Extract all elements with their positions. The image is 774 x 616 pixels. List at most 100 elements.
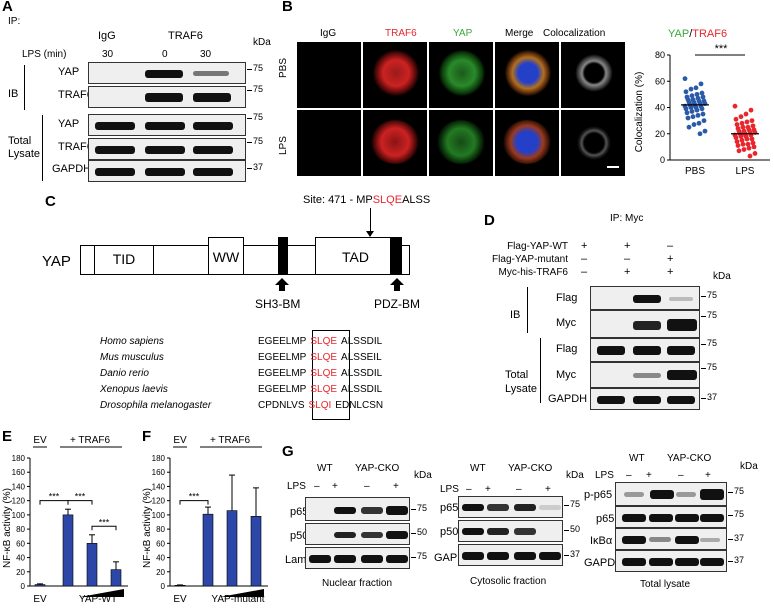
b-point <box>684 110 690 116</box>
panel-d-label: D <box>484 212 495 229</box>
g-tot-wt: WT <box>629 453 645 464</box>
g-nuc-blot-p50 <box>305 523 410 545</box>
g-nuc-mw-3: 75 <box>417 551 428 561</box>
b-point <box>689 109 695 114</box>
c-species-sequence: EGEELMP SLQE ALSSDIL <box>258 336 383 347</box>
b-img-lps-traf6 <box>363 110 427 176</box>
f-y-tick-label: 160 <box>152 468 166 477</box>
g-cyto-blot-p65 <box>458 496 563 518</box>
b-point <box>686 124 692 130</box>
b-point <box>741 147 747 152</box>
e-ylabel: NF-κB activity (%) <box>2 488 13 568</box>
g-cyto-lps: LPS <box>440 484 459 495</box>
e-xlabel: YAP-WT <box>79 594 117 605</box>
b-point <box>695 112 701 118</box>
a-time-2: 0 <box>162 49 168 60</box>
d-ip-label: IP: Myc <box>610 213 644 224</box>
c-protein-label: YAP <box>42 253 71 270</box>
b-scale-bar <box>607 166 619 168</box>
d-cond-sign: + <box>581 240 588 252</box>
f-sig-label: *** <box>189 492 200 502</box>
b-point <box>697 131 703 137</box>
b-point <box>733 116 739 122</box>
c-domain-tid: TID <box>94 245 154 275</box>
b-img-lps-coloc <box>561 110 625 176</box>
d-cond-sign: – <box>581 266 588 278</box>
g-cyto-sign-4: + <box>545 484 551 495</box>
f-bar-chart: NF-κB activity (%) 0 20 40 60 80 100 120 140 160… <box>142 435 268 605</box>
g-cyto-row-p50: p50 <box>440 526 459 538</box>
g-cyto-mw-2: 50 <box>570 524 581 534</box>
b-point <box>747 153 753 159</box>
a-blot-yap-total <box>88 114 246 136</box>
b-point <box>745 141 751 147</box>
e-sig-label: *** <box>75 492 86 502</box>
c-sh3-arrow-icon <box>275 278 289 292</box>
b-point <box>734 139 740 145</box>
b-y-tick-label: 60 <box>655 76 665 86</box>
g-tot-mw-1: 75 <box>734 486 745 496</box>
a-row-traf6-ib: TRAF6 <box>58 89 93 101</box>
b-img-lps-yap <box>429 110 493 176</box>
b-row-pbs: PBS <box>278 57 289 78</box>
e-y-tick-label: 40 <box>16 554 25 563</box>
b-row-lps: LPS <box>278 136 289 155</box>
g-tot-row-gapdh: GAPDH <box>584 557 624 569</box>
a-lps-label: LPS (min) <box>22 49 67 60</box>
d-cond-sign: + <box>667 266 674 278</box>
b-point <box>685 115 691 121</box>
a-mw-4: 75 <box>253 136 264 146</box>
b-img-pbs-coloc <box>561 42 625 108</box>
d-blot-myc-total <box>590 362 700 388</box>
panel-b-label: B <box>282 0 293 15</box>
a-kda: kDa <box>253 37 271 48</box>
g-tot-lps: LPS <box>595 470 614 481</box>
e-sig-label: *** <box>99 517 110 527</box>
b-point <box>682 76 688 82</box>
d-mw-5: 37 <box>707 392 718 402</box>
b-col-coloc: Colocalization <box>543 28 606 39</box>
b-point <box>744 119 750 125</box>
d-blot-flag-ib <box>590 286 700 310</box>
c-pdz-arrow-icon <box>390 278 404 292</box>
d-lysate-label: Lysate <box>505 383 538 395</box>
g-cyto-blot-gapdh <box>458 544 563 566</box>
a-mw-5: 37 <box>253 162 264 172</box>
f-sig-bracket <box>179 500 209 505</box>
d-cond-sign: – <box>624 253 631 265</box>
g-cyto-blot-p50 <box>458 520 563 542</box>
a-blot-yap-ib <box>88 62 246 84</box>
d-kda: kDa <box>713 271 731 282</box>
d-cond-sign: + <box>624 240 631 252</box>
g-cyto-mw-3: 37 <box>570 549 581 559</box>
b-col-merge: Merge <box>505 28 534 39</box>
f-y-tick-label: 60 <box>156 539 165 548</box>
g-nuc-sign-2: + <box>332 481 338 492</box>
g-cyto-kda: kDa <box>566 470 584 481</box>
c-species-sequence: CPDNLVS SLQI EDNLCSN <box>258 400 384 411</box>
a-mw-3: 75 <box>253 112 264 122</box>
g-tot-blot-ikba <box>615 528 727 550</box>
f-bar <box>226 510 238 587</box>
a-ib-label: IB <box>8 88 19 100</box>
b-ylabel: Colocalization (%) <box>634 72 645 153</box>
e-y-tick-label: 140 <box>12 482 26 491</box>
b-point <box>732 103 738 109</box>
g-tot-sign-1: – <box>626 470 632 481</box>
b-y-tick-label: 80 <box>655 50 665 60</box>
b-chart-title: YAP/TRAF6 <box>668 28 728 40</box>
b-img-pbs-igg <box>297 42 361 108</box>
b-point <box>698 81 704 87</box>
b-point <box>690 114 696 120</box>
panel-a-label: A <box>2 0 13 15</box>
b-point <box>693 85 699 91</box>
c-species-name: Mus musculus <box>100 352 164 363</box>
a-ip-label: IP: <box>8 16 21 27</box>
c-sh3-label: SH3-BM <box>255 297 301 311</box>
b-y-tick-label: 0 <box>660 155 665 165</box>
c-motif-box <box>312 330 350 420</box>
f-dose-triangle <box>220 589 264 597</box>
d-cond-label: Myc-his-TRAF6 <box>498 267 568 278</box>
d-mw-1: 75 <box>707 290 718 300</box>
e-y-tick-label: 0 <box>21 582 26 591</box>
